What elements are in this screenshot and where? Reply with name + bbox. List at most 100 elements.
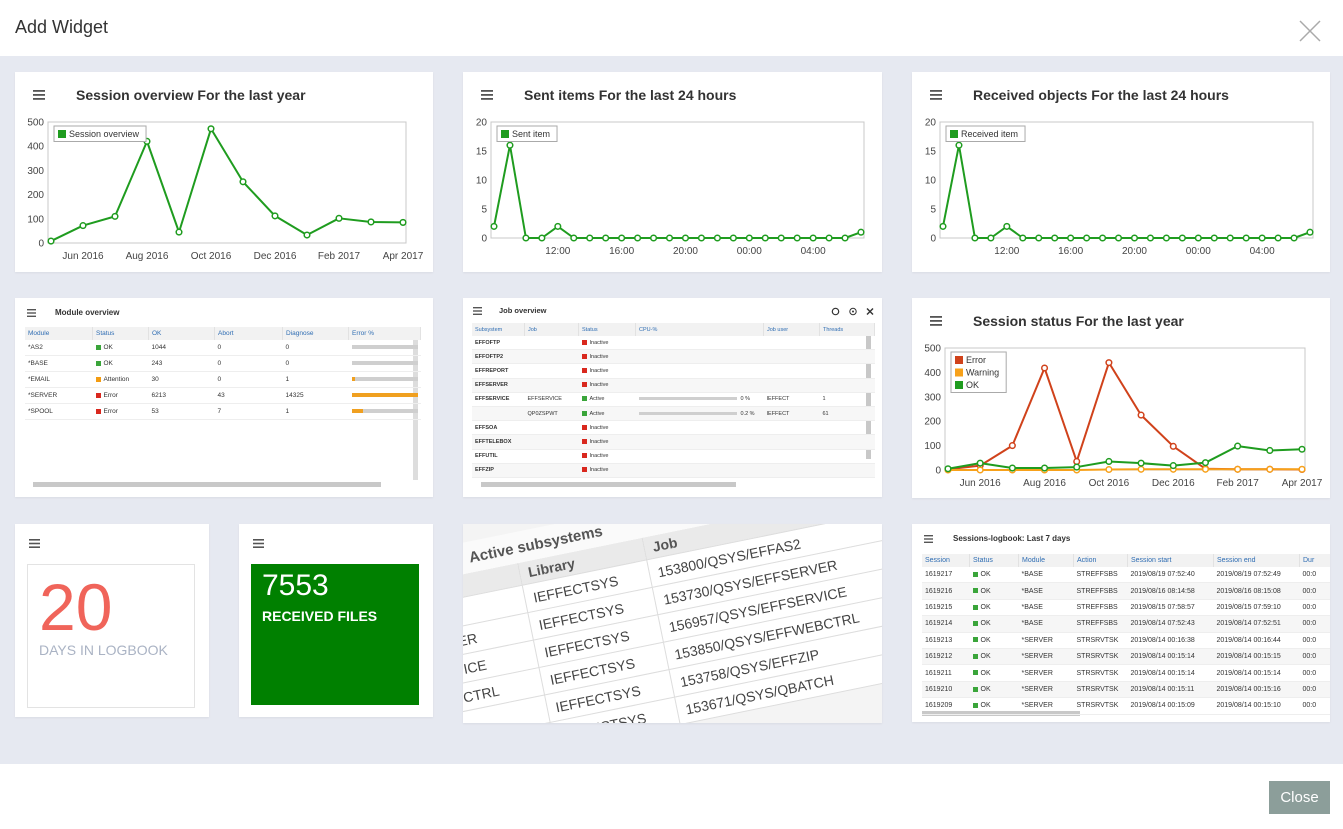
cell-text: OK [980,587,991,595]
status-indicator [95,376,101,382]
data-point [1083,234,1091,242]
table-row: EFFOFTP Inactive [472,336,875,351]
widget-card[interactable]: Sessions-logbook: Last 7 days Session Sta… [912,524,1330,722]
table-cell [524,349,579,365]
cell-text: IEFFECT [766,410,790,417]
column-header: Threads [819,323,875,336]
data-point [1019,234,1027,242]
table-cell: OK [92,355,149,372]
data-point [793,234,801,242]
x-tick-label: Oct 2016 [1089,478,1130,489]
menu-icon-bar [930,98,942,100]
legend-swatch [955,381,963,389]
table-cell: Error [92,387,149,404]
cell-text: *SERVER [1021,636,1053,644]
legend-box [496,125,558,142]
kpi-value: 7553 [262,569,329,602]
table-cell: EFFZIP [472,463,525,478]
widget-card[interactable]: Session status For the last year 0 100 200 3… [912,298,1330,498]
cell-text: 00:0 [1302,636,1317,644]
cell-text: 0 [217,360,222,367]
table-row: 1619216 OK *BASE STREFFSBS 2019/08/16 08:14:… [922,582,1330,600]
menu-icon [253,539,264,548]
column-header: Dur [1299,554,1330,567]
status-indicator [972,621,978,627]
widget-title: Job overview [499,306,547,315]
table-cell: 00:0 [1299,697,1330,715]
cell-text: 00:0 [1302,669,1317,677]
kpi-label: RECEIVED FILES [262,608,378,624]
legend-label: Error [966,355,986,365]
widget-card[interactable]: 20 DAYS IN LOGBOOK [15,524,209,717]
table-cell [635,349,764,365]
table-cell: *SERVER [1018,632,1074,649]
table-cell: 2019/08/19 07:52:40 [1127,567,1214,584]
column-header: Session end [1213,554,1300,567]
legend-swatch [950,130,958,138]
table-cell: 2019/08/14 07:52:51 [1213,615,1300,633]
table-cell: 00:0 [1299,664,1330,682]
close-button[interactable]: Close [1269,781,1330,814]
table-cell [819,363,875,379]
cell-text: 2019/08/14 07:52:43 [1130,620,1195,628]
toolbar-icons[interactable] [831,307,875,316]
cell-text: 0 [217,376,222,383]
series-line [493,144,862,239]
table-cell: 7 [214,403,283,420]
preview-image: Active subsystems NameLibraryJobEFFAS2IE… [463,524,882,723]
table-cell: Inactive [578,449,636,464]
table-cell: 1 [282,403,349,420]
table-cell: 1619210 [922,681,970,699]
data-point [1137,465,1145,473]
data-point [745,234,753,242]
close-icon[interactable] [1298,19,1322,43]
table-cell: STRSRVTSK [1073,664,1128,682]
y-tick-label: 0 [481,234,487,245]
column-header: Error % [348,327,421,340]
data-point [554,222,562,230]
table-cell: 1619209 [922,697,970,715]
widget-card[interactable]: 7553 RECEIVED FILES [239,524,433,717]
table-cell: 1619212 [922,648,970,666]
widget-card[interactable]: Job overview Subsystem Job Status CPU-% Job … [463,298,882,497]
data-point [697,234,705,242]
cell-text: OK [980,636,991,644]
legend-label: Session overview [69,129,140,139]
menu-icon-bar [930,316,942,318]
status-indicator [972,637,978,643]
column-header: OK [148,327,215,340]
cell-text: Inactive [589,367,609,374]
cell-text: *BASE [1021,620,1043,628]
table-cell: OK [92,340,149,356]
cell-text: 2019/08/14 00:15:10 [1216,702,1281,710]
cell-text: 1619215 [925,603,953,611]
status-indicator [972,686,978,692]
data-point [1130,234,1139,242]
table-cell: 2019/08/14 00:15:16 [1213,681,1300,699]
menu-icon [473,307,482,315]
widget-card[interactable]: Received objects For the last 24 hours 0 5… [912,72,1330,272]
cell-text: 14325 [285,392,304,399]
cell-text: 2019/08/14 00:15:15 [1216,653,1281,661]
widget-card[interactable]: Active subsystems NameLibraryJobEFFAS2IE… [463,524,882,723]
table-cell: STREFFSBS [1073,599,1128,617]
widget-card[interactable]: Module overview Module Status OK Abort Diagn… [15,298,433,497]
cell-text: Active [589,410,605,417]
widget-card[interactable]: Session overview For the last year 0 100 20… [15,72,433,272]
menu-icon-bar [930,324,942,326]
data-point [1137,459,1145,467]
data-point [976,466,984,474]
cell-text: EFFSERVICE [527,396,562,403]
data-point [809,234,817,242]
table-cell: 1 [819,392,875,407]
table-cell: Inactive [578,363,636,379]
table-cell: OK [969,697,1019,715]
scrollbar [481,482,736,487]
table-cell: 2019/08/15 07:58:57 [1127,599,1214,617]
table-cell: 2019/08/16 08:14:58 [1127,582,1214,600]
widget-card[interactable]: Sent items For the last 24 hours 0 5 10 15 20… [463,72,882,272]
error-bar [351,377,355,382]
cell-text: EFFUTIL [475,453,498,460]
table-cell: IEFFECT [763,392,820,407]
cell-text: EFFSOA [475,424,498,431]
